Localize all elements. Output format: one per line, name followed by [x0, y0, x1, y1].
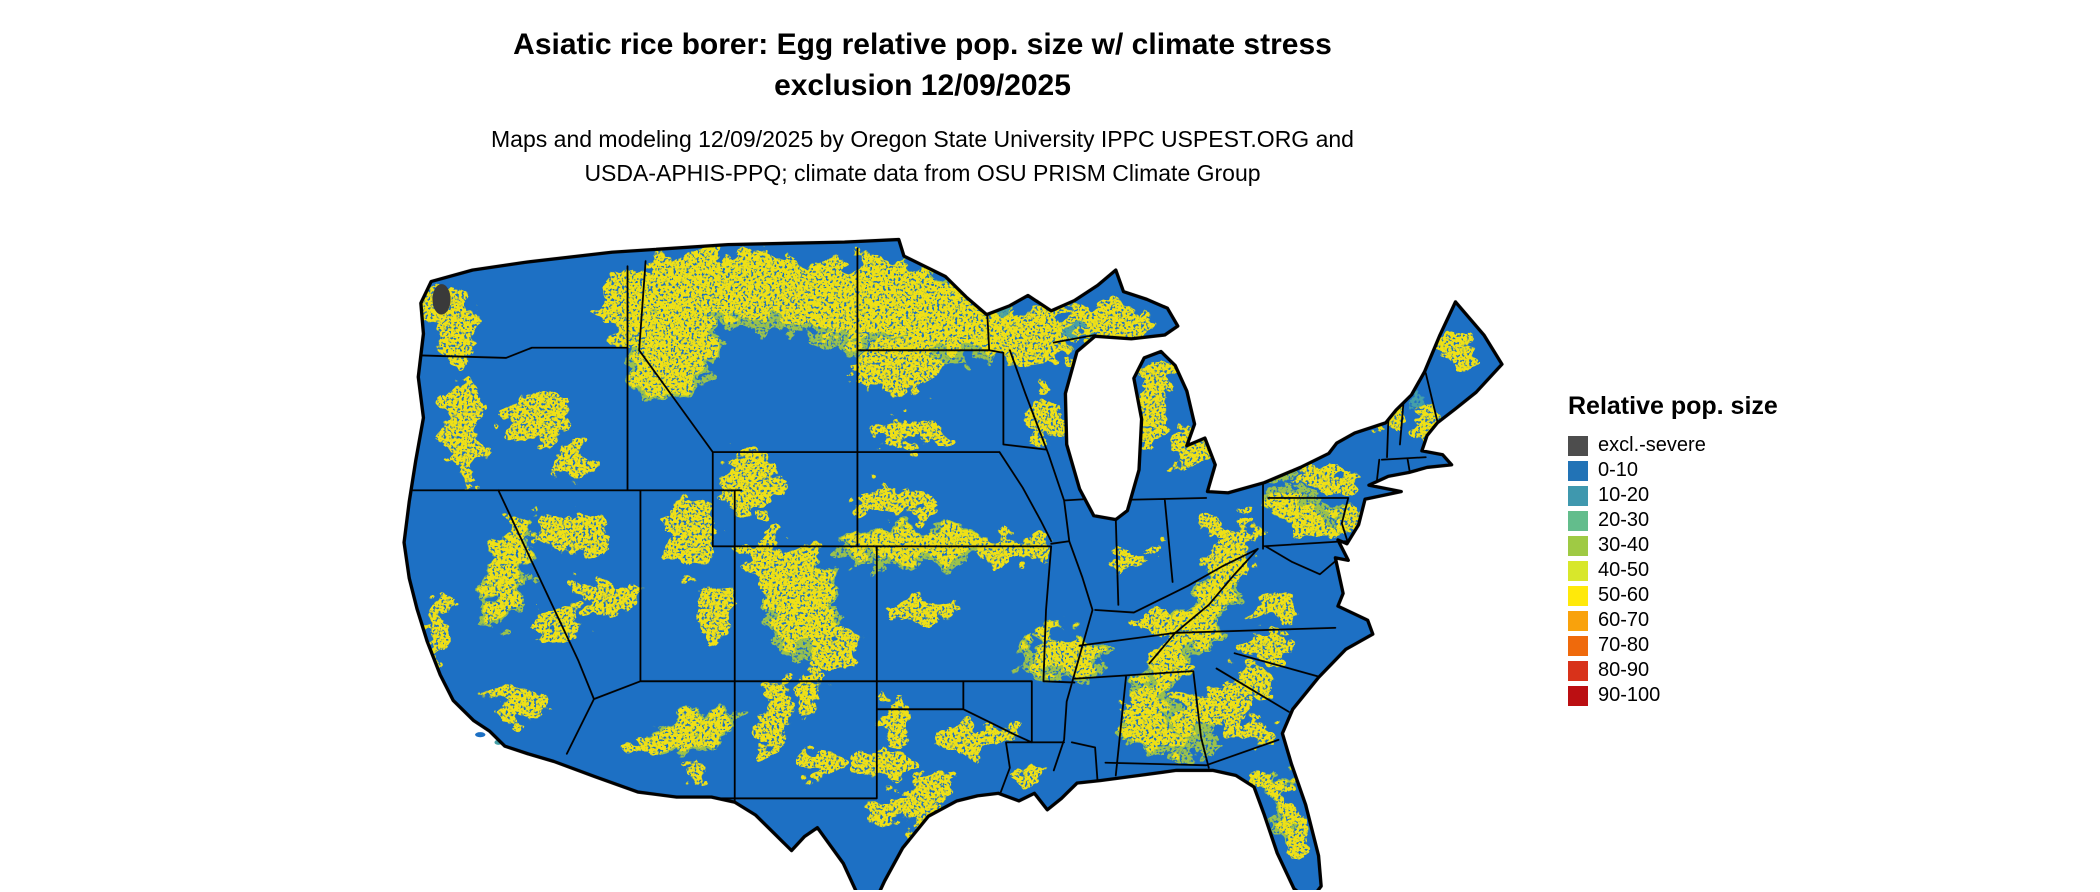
map-subtitle: Maps and modeling 12/09/2025 by Oregon S…	[0, 122, 1845, 190]
legend-item: 0-10	[1568, 458, 1848, 483]
legend-item-label: 30-40	[1598, 534, 1650, 556]
legend-item: 60-70	[1568, 608, 1848, 633]
legend-swatch	[1568, 660, 1588, 681]
national-outline	[402, 237, 1504, 890]
legend-swatch	[1568, 510, 1588, 531]
legend-item: 20-30	[1568, 508, 1848, 533]
legend-swatch	[1568, 585, 1588, 606]
legend-item: 80-90	[1568, 658, 1848, 683]
legend-item: 70-80	[1568, 633, 1848, 658]
legend-item: 90-100	[1568, 683, 1848, 708]
legend-item: 40-50	[1568, 558, 1848, 583]
map-legend: Relative pop. size excl.-severe 0-10 10-20…	[1568, 392, 1848, 708]
legend-items: excl.-severe 0-10 10-20 20-30 30-40 40-50 50-6…	[1568, 433, 1848, 708]
state-borders	[412, 247, 1439, 802]
legend-item-label: 70-80	[1598, 634, 1650, 656]
legend-item: excl.-severe	[1568, 433, 1848, 458]
legend-swatch	[1568, 635, 1588, 656]
map-risk-speckle-layer	[418, 252, 1474, 880]
legend-swatch	[1568, 560, 1588, 581]
map-figure	[302, 228, 1542, 890]
legend-item: 50-60	[1568, 583, 1848, 608]
legend-item-label: 80-90	[1598, 659, 1650, 681]
legend-item: 30-40	[1568, 533, 1848, 558]
legend-item-label: 40-50	[1598, 559, 1650, 581]
map-title-line2: exclusion 12/09/2025	[774, 69, 1071, 102]
legend-item-label: 50-60	[1598, 584, 1650, 606]
map-subtitle-line2: USDA-APHIS-PPQ; climate data from OSU PR…	[584, 160, 1261, 186]
legend-swatch	[1568, 435, 1588, 456]
legend-item-label: 60-70	[1598, 609, 1650, 631]
legend-swatch	[1568, 485, 1588, 506]
legend-swatch	[1568, 460, 1588, 481]
legend-swatch	[1568, 535, 1588, 556]
legend-item: 10-20	[1568, 483, 1848, 508]
legend-swatch	[1568, 685, 1588, 706]
map-title: Asiatic rice borer: Egg relative pop. si…	[0, 24, 1845, 106]
legend-item-label: 20-30	[1598, 509, 1650, 531]
legend-title: Relative pop. size	[1568, 392, 1778, 420]
legend-item-label: 0-10	[1598, 459, 1639, 481]
legend-swatch	[1568, 610, 1588, 631]
legend-item-label: 10-20	[1598, 484, 1650, 506]
map-title-line1: Asiatic rice borer: Egg relative pop. si…	[513, 28, 1332, 61]
map-subtitle-line1: Maps and modeling 12/09/2025 by Oregon S…	[491, 126, 1354, 152]
conus-map-svg	[402, 237, 1504, 890]
map-exclusion-patch	[432, 284, 451, 315]
legend-item-label: 90-100	[1598, 684, 1661, 706]
legend-item-label: excl.-severe	[1598, 434, 1706, 456]
